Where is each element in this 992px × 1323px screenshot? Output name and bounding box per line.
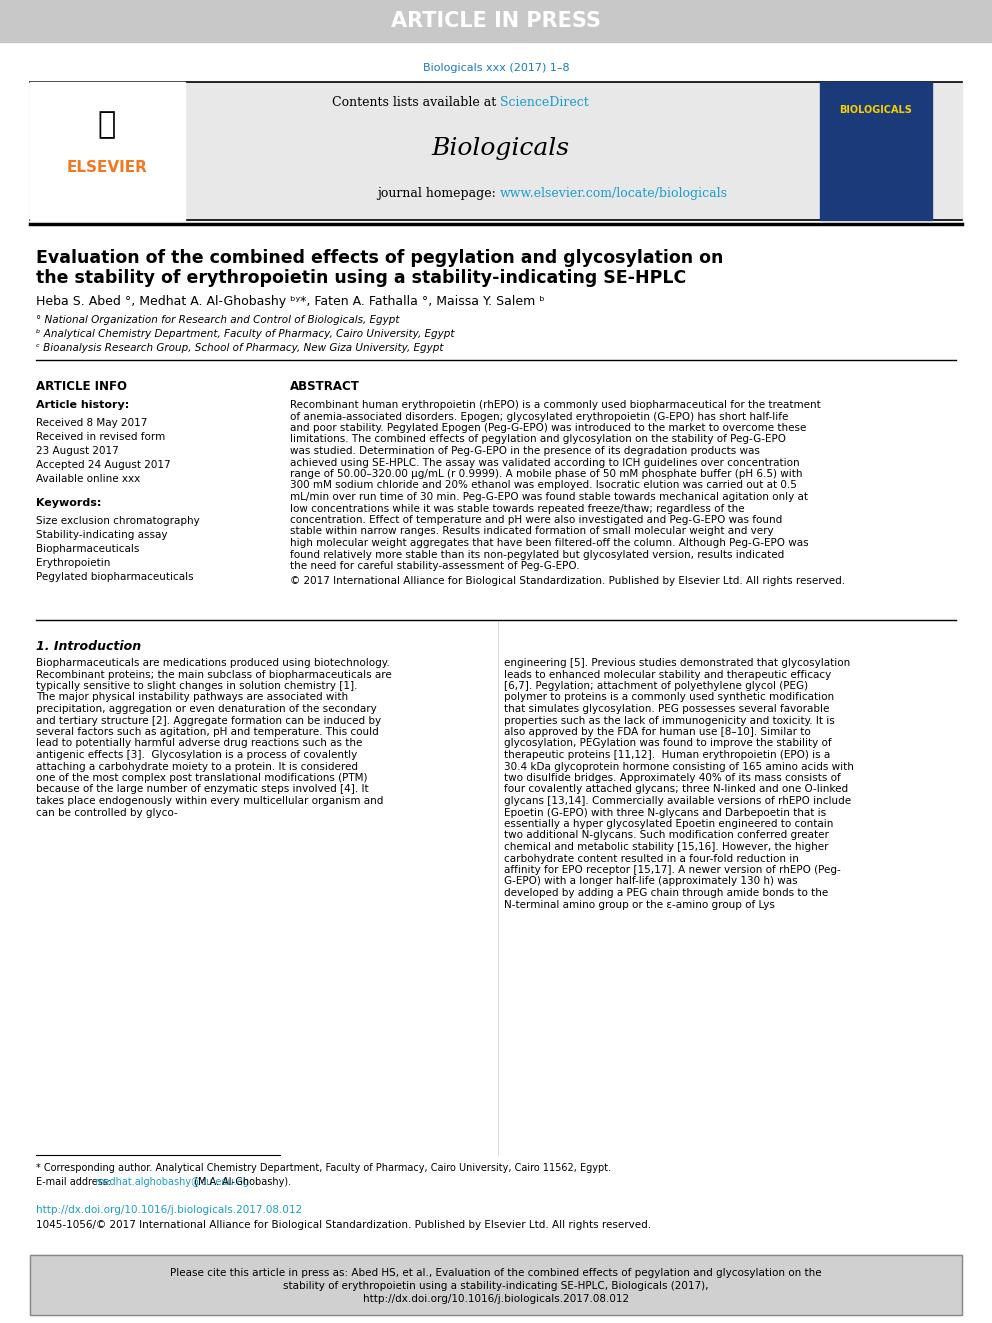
Text: © 2017 International Alliance for Biological Standardization. Published by Elsev: © 2017 International Alliance for Biolog…: [290, 577, 845, 586]
Text: stability of erythropoietin using a stability-indicating SE-HPLC, Biologicals (2: stability of erythropoietin using a stab…: [284, 1281, 708, 1291]
Text: low concentrations while it was stable towards repeated freeze/thaw; regardless : low concentrations while it was stable t…: [290, 504, 745, 513]
Text: stable within narrow ranges. Results indicated formation of small molecular weig: stable within narrow ranges. Results ind…: [290, 527, 774, 537]
Text: therapeutic proteins [11,12].  Human erythropoietin (EPO) is a: therapeutic proteins [11,12]. Human eryt…: [504, 750, 830, 759]
Text: Stability-indicating assay: Stability-indicating assay: [36, 531, 168, 540]
Text: can be controlled by glyco-: can be controlled by glyco-: [36, 807, 178, 818]
Text: 30.4 kDa glycoprotein hormone consisting of 165 amino acids with: 30.4 kDa glycoprotein hormone consisting…: [504, 762, 854, 771]
Text: carbohydrate content resulted in a four-fold reduction in: carbohydrate content resulted in a four-…: [504, 853, 799, 864]
Text: concentration. Effect of temperature and pH were also investigated and Peg-G-EPO: concentration. Effect of temperature and…: [290, 515, 783, 525]
Text: Biologicals: Biologicals: [431, 136, 569, 160]
Text: two disulfide bridges. Approximately 40% of its mass consists of: two disulfide bridges. Approximately 40%…: [504, 773, 841, 783]
Text: (M.A. Al-Ghobashy).: (M.A. Al-Ghobashy).: [191, 1177, 291, 1187]
Text: one of the most complex post translational modifications (PTM): one of the most complex post translation…: [36, 773, 367, 783]
Text: also approved by the FDA for human use [8–10]. Similar to: also approved by the FDA for human use […: [504, 728, 810, 737]
Text: mL/min over run time of 30 min. Peg-G-EPO was found stable towards mechanical ag: mL/min over run time of 30 min. Peg-G-EP…: [290, 492, 808, 501]
Text: The major physical instability pathways are associated with: The major physical instability pathways …: [36, 692, 348, 703]
Text: 1045-1056/© 2017 International Alliance for Biological Standardization. Publishe: 1045-1056/© 2017 International Alliance …: [36, 1220, 651, 1230]
Text: Received in revised form: Received in revised form: [36, 433, 166, 442]
Bar: [30, 1256, 962, 1315]
Text: Biopharmaceuticals are medications produced using biotechnology.: Biopharmaceuticals are medications produ…: [36, 658, 390, 668]
Text: Size exclusion chromatography: Size exclusion chromatography: [36, 516, 199, 527]
Text: Received 8 May 2017: Received 8 May 2017: [36, 418, 148, 429]
Text: polymer to proteins is a commonly used synthetic modification: polymer to proteins is a commonly used s…: [504, 692, 834, 703]
Text: achieved using SE-HPLC. The assay was validated according to ICH guidelines over: achieved using SE-HPLC. The assay was va…: [290, 458, 800, 467]
Text: of anemia-associated disorders. Epogen; glycosylated erythropoietin (G-EPO) has : of anemia-associated disorders. Epogen; …: [290, 411, 789, 422]
Text: Recombinant human erythropoietin (rhEPO) is a commonly used biopharmaceutical fo: Recombinant human erythropoietin (rhEPO)…: [290, 400, 820, 410]
Text: BIOLOGICALS: BIOLOGICALS: [839, 105, 913, 115]
Text: Keywords:: Keywords:: [36, 497, 101, 508]
Text: lead to potentially harmful adverse drug reactions such as the: lead to potentially harmful adverse drug…: [36, 738, 362, 749]
Text: leads to enhanced molecular stability and therapeutic efficacy: leads to enhanced molecular stability an…: [504, 669, 831, 680]
Bar: [30, 82, 185, 220]
Text: glycans [13,14]. Commercially available versions of rhEPO include: glycans [13,14]. Commercially available …: [504, 796, 851, 806]
Text: attaching a carbohydrate moiety to a protein. It is considered: attaching a carbohydrate moiety to a pro…: [36, 762, 358, 771]
Text: Recombinant proteins; the main subclass of biopharmaceuticals are: Recombinant proteins; the main subclass …: [36, 669, 392, 680]
Text: Contents lists available at: Contents lists available at: [331, 97, 500, 110]
Text: 🌳: 🌳: [98, 111, 116, 139]
Text: affinity for EPO receptor [15,17]. A newer version of rhEPO (Peg-: affinity for EPO receptor [15,17]. A new…: [504, 865, 841, 875]
Text: Biologicals xxx (2017) 1–8: Biologicals xxx (2017) 1–8: [423, 64, 569, 73]
Text: limitations. The combined effects of pegylation and glycosylation on the stabili: limitations. The combined effects of peg…: [290, 434, 786, 445]
Text: the need for careful stability-assessment of Peg-G-EPO.: the need for careful stability-assessmen…: [290, 561, 579, 572]
Text: precipitation, aggregation or even denaturation of the secondary: precipitation, aggregation or even denat…: [36, 704, 377, 714]
Text: Accepted 24 August 2017: Accepted 24 August 2017: [36, 460, 171, 470]
Text: antigenic effects [3].  Glycosylation is a process of covalently: antigenic effects [3]. Glycosylation is …: [36, 750, 357, 759]
Text: essentially a hyper glycosylated Epoetin engineered to contain: essentially a hyper glycosylated Epoetin…: [504, 819, 833, 830]
Text: glycosylation, PEGylation was found to improve the stability of: glycosylation, PEGylation was found to i…: [504, 738, 831, 749]
Bar: [30, 1256, 962, 1315]
Text: range of 50.00–320.00 μg/mL (r 0.9999). A mobile phase of 50 mM phosphate buffer: range of 50.00–320.00 μg/mL (r 0.9999). …: [290, 468, 803, 479]
Text: four covalently attached glycans; three N-linked and one O-linked: four covalently attached glycans; three …: [504, 785, 848, 795]
Text: was studied. Determination of Peg-G-EPO in the presence of its degradation produ: was studied. Determination of Peg-G-EPO …: [290, 446, 760, 456]
Bar: [820, 82, 932, 220]
Text: 1. Introduction: 1. Introduction: [36, 640, 141, 654]
Text: ᵇ Analytical Chemistry Department, Faculty of Pharmacy, Cairo University, Egypt: ᵇ Analytical Chemistry Department, Facul…: [36, 329, 454, 339]
Text: ABSTRACT: ABSTRACT: [290, 380, 360, 393]
Text: properties such as the lack of immunogenicity and toxicity. It is: properties such as the lack of immunogen…: [504, 716, 834, 725]
Text: N-terminal amino group or the ε-amino group of Lys: N-terminal amino group or the ε-amino gr…: [504, 900, 775, 909]
Text: Available online xxx: Available online xxx: [36, 474, 140, 484]
Text: and tertiary structure [2]. Aggregate formation can be induced by: and tertiary structure [2]. Aggregate fo…: [36, 716, 381, 725]
Text: www.elsevier.com/locate/biologicals: www.elsevier.com/locate/biologicals: [500, 187, 728, 200]
Text: ARTICLE INFO: ARTICLE INFO: [36, 380, 127, 393]
Text: Heba S. Abed °, Medhat A. Al-Ghobashy ᵇʸ*, Faten A. Fathalla °, Maissa Y. Salem : Heba S. Abed °, Medhat A. Al-Ghobashy ᵇʸ…: [36, 295, 545, 308]
Text: Article history:: Article history:: [36, 400, 129, 410]
Text: several factors such as agitation, pH and temperature. This could: several factors such as agitation, pH an…: [36, 728, 379, 737]
Text: takes place endogenously within every multicellular organism and: takes place endogenously within every mu…: [36, 796, 383, 806]
Text: ELSEVIER: ELSEVIER: [66, 160, 148, 175]
Text: ARTICLE IN PRESS: ARTICLE IN PRESS: [391, 11, 601, 30]
Text: ᶜ Bioanalysis Research Group, School of Pharmacy, New Giza University, Egypt: ᶜ Bioanalysis Research Group, School of …: [36, 343, 443, 353]
Text: G-EPO) with a longer half-life (approximately 130 h) was: G-EPO) with a longer half-life (approxim…: [504, 877, 798, 886]
Text: developed by adding a PEG chain through amide bonds to the: developed by adding a PEG chain through …: [504, 888, 828, 898]
Text: the stability of erythropoietin using a stability-indicating SE-HPLC: the stability of erythropoietin using a …: [36, 269, 686, 287]
Text: Evaluation of the combined effects of pegylation and glycosylation on: Evaluation of the combined effects of pe…: [36, 249, 723, 267]
Text: journal homepage:: journal homepage:: [377, 187, 500, 200]
Text: chemical and metabolic stability [15,16]. However, the higher: chemical and metabolic stability [15,16]…: [504, 841, 828, 852]
Text: found relatively more stable than its non-pegylated but glycosylated version, re: found relatively more stable than its no…: [290, 549, 785, 560]
Text: engineering [5]. Previous studies demonstrated that glycosylation: engineering [5]. Previous studies demons…: [504, 658, 850, 668]
Text: Biopharmaceuticals: Biopharmaceuticals: [36, 544, 139, 554]
Text: ° National Organization for Research and Control of Biologicals, Egypt: ° National Organization for Research and…: [36, 315, 400, 325]
Text: E-mail address:: E-mail address:: [36, 1177, 114, 1187]
Text: medhat.alghobashy@cu.edu.eg: medhat.alghobashy@cu.edu.eg: [94, 1177, 249, 1187]
Bar: [0, 0, 992, 42]
Text: and poor stability. Pegylated Epogen (Peg-G-EPO) was introduced to the market to: and poor stability. Pegylated Epogen (Pe…: [290, 423, 806, 433]
Text: high molecular weight aggregates that have been filtered-off the column. Althoug: high molecular weight aggregates that ha…: [290, 538, 808, 548]
Text: Please cite this article in press as: Abed HS, et al., Evaluation of the combine: Please cite this article in press as: Ab…: [171, 1267, 821, 1278]
Text: * Corresponding author. Analytical Chemistry Department, Faculty of Pharmacy, Ca: * Corresponding author. Analytical Chemi…: [36, 1163, 611, 1174]
Text: ScienceDirect: ScienceDirect: [500, 97, 588, 110]
Text: Pegylated biopharmaceuticals: Pegylated biopharmaceuticals: [36, 572, 193, 582]
Text: because of the large number of enzymatic steps involved [4]. It: because of the large number of enzymatic…: [36, 785, 369, 795]
Bar: [30, 82, 962, 220]
Text: Erythropoietin: Erythropoietin: [36, 558, 110, 568]
Text: 23 August 2017: 23 August 2017: [36, 446, 119, 456]
Text: Epoetin (G-EPO) with three N-glycans and Darbepoetin that is: Epoetin (G-EPO) with three N-glycans and…: [504, 807, 826, 818]
Text: [6,7]. Pegylation; attachment of polyethylene glycol (PEG): [6,7]. Pegylation; attachment of polyeth…: [504, 681, 808, 691]
Text: http://dx.doi.org/10.1016/j.biologicals.2017.08.012: http://dx.doi.org/10.1016/j.biologicals.…: [363, 1294, 629, 1304]
Text: typically sensitive to slight changes in solution chemistry [1].: typically sensitive to slight changes in…: [36, 681, 357, 691]
Text: that simulates glycosylation. PEG possesses several favorable: that simulates glycosylation. PEG posses…: [504, 704, 829, 714]
Text: 300 mM sodium chloride and 20% ethanol was employed. Isocratic elution was carri: 300 mM sodium chloride and 20% ethanol w…: [290, 480, 797, 491]
Text: two additional N-glycans. Such modification conferred greater: two additional N-glycans. Such modificat…: [504, 831, 829, 840]
Text: http://dx.doi.org/10.1016/j.biologicals.2017.08.012: http://dx.doi.org/10.1016/j.biologicals.…: [36, 1205, 303, 1215]
